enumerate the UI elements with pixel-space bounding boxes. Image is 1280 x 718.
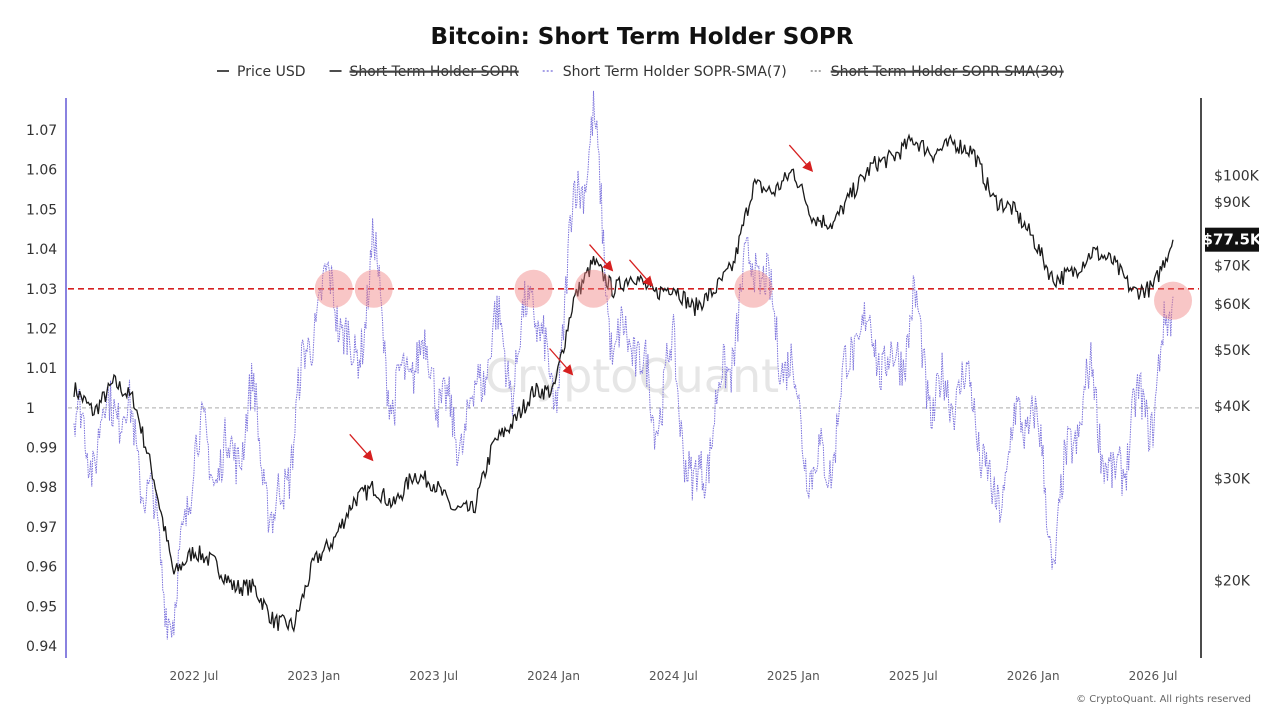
left-tick-label: 0.97 <box>26 520 57 536</box>
x-tick-label: 2024 Jan <box>527 669 580 683</box>
right-tick-label: $30K <box>1214 472 1251 488</box>
right-tick-label: $90K <box>1214 195 1251 211</box>
annotation-arrow <box>549 348 574 376</box>
legend-item-2[interactable]: Short Term Holder SOPR-SMA(7) <box>542 64 787 80</box>
highlight-circle <box>354 269 393 308</box>
legend-label: Short Term Holder SOPR <box>350 64 519 80</box>
right-tick-label: $60K <box>1214 297 1251 313</box>
left-tick-label: 1 <box>26 401 35 417</box>
left-tick-label: 1.01 <box>26 361 57 377</box>
x-axis-ticks: 2022 Jul 2023 Jan 2023 Jul 2024 Jan 2024 Jul… <box>169 669 1177 683</box>
legend-item-0[interactable]: Price USD <box>217 64 306 80</box>
left-tick-label: 1.02 <box>26 321 57 337</box>
annotation-arrow <box>349 433 374 462</box>
left-tick-label: 1.07 <box>26 123 57 139</box>
current-price-badge: $77.5K <box>1202 227 1263 252</box>
legend-item-3[interactable]: Short Term Holder SOPR-SMA(30) <box>810 64 1064 80</box>
x-tick-label: 2025 Jan <box>767 669 820 683</box>
left-tick-label: 0.96 <box>26 560 57 576</box>
highlight-circle <box>1154 281 1193 320</box>
left-tick-label: 0.98 <box>26 480 57 496</box>
sopr-sma7-line <box>73 90 1174 640</box>
annotation-arrow <box>628 259 654 287</box>
current-price-badge-bg <box>1205 227 1259 252</box>
series-layer <box>73 90 1174 640</box>
highlight-circle <box>574 269 613 308</box>
right-tick-label: $20K <box>1214 574 1251 590</box>
left-tick-label: 1.05 <box>26 202 57 218</box>
reference-lines <box>68 287 1199 409</box>
right-tick-label: $50K <box>1214 343 1251 359</box>
annotation-arrow <box>788 144 814 172</box>
chart-title: Bitcoin: Short Term Holder SOPR <box>431 24 854 50</box>
legend-label: Short Term Holder SOPR-SMA(7) <box>563 64 787 80</box>
current-price-label: $77.5K <box>1202 231 1262 249</box>
highlight-circle <box>314 269 353 308</box>
left-axis-ticks: 1.07 1.06 1.05 1.04 1.03 1.02 1.01 1 0.99 0.98 0.9… <box>26 123 57 655</box>
annotation-arrow <box>589 244 614 272</box>
left-tick-label: 0.94 <box>26 639 57 655</box>
left-tick-label: 1.04 <box>26 242 57 258</box>
x-tick-label: 2026 Jan <box>1007 669 1060 683</box>
x-tick-label: 2023 Jan <box>287 669 340 683</box>
legend: Price USD Short Term Holder SOPR Short Ter… <box>217 64 1064 80</box>
highlight-circle <box>514 269 553 308</box>
x-tick-label: 2023 Jul <box>409 669 458 683</box>
left-tick-label: 1.03 <box>26 282 57 298</box>
left-tick-label: 0.99 <box>26 441 57 457</box>
credit-text: © CryptoQuant. All rights reserved <box>1076 694 1251 705</box>
left-tick-label: 1.06 <box>26 163 57 179</box>
price-usd-line <box>73 133 1174 633</box>
x-tick-label: 2024 Jul <box>649 669 698 683</box>
legend-label: Short Term Holder SOPR-SMA(30) <box>831 64 1064 80</box>
legend-item-1[interactable]: Short Term Holder SOPR <box>329 64 519 80</box>
right-tick-label: $100K <box>1214 169 1260 185</box>
x-tick-label: 2022 Jul <box>169 669 218 683</box>
x-tick-label: 2025 Jul <box>889 669 938 683</box>
legend-label: Price USD <box>237 64 306 80</box>
arrow-layer <box>349 144 814 462</box>
highlight-circle <box>734 269 773 308</box>
highlight-layer <box>314 269 1193 320</box>
right-axis-ticks: $100K $90K $70K $60K $50K $40K $30K $20K <box>1214 169 1260 590</box>
right-tick-label: $40K <box>1214 399 1251 415</box>
right-tick-label: $70K <box>1214 258 1251 274</box>
left-tick-label: 0.95 <box>26 599 57 615</box>
x-tick-label: 2026 Jul <box>1129 669 1178 683</box>
